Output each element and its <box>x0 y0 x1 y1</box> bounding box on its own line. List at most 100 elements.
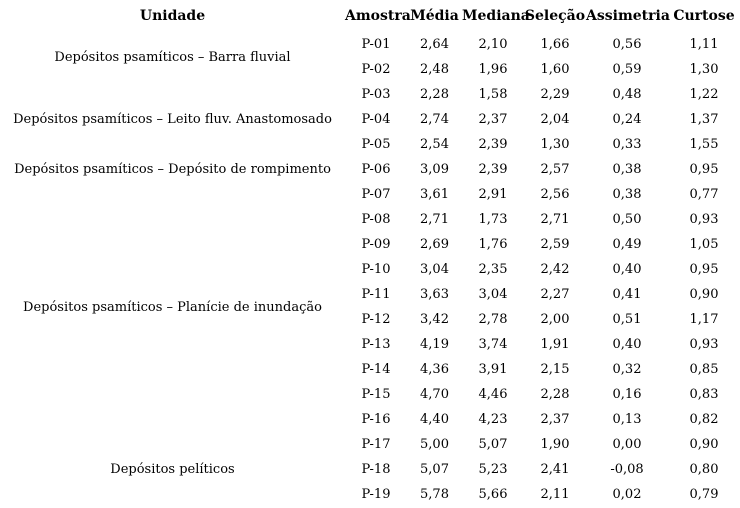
curtose-cell: 0,90 <box>689 287 719 302</box>
curtose-cell: 1,11 <box>689 37 719 52</box>
assimetria-cell: 0,56 <box>612 37 642 52</box>
selecao-cell: 1,90 <box>540 437 570 452</box>
assimetria-cell: 0,38 <box>612 187 642 202</box>
assimetria-cell: 0,24 <box>612 112 642 127</box>
mediana-cell: 2,39 <box>478 162 508 177</box>
mediana-cell: 5,07 <box>478 437 508 452</box>
assimetria-cell: 0,40 <box>612 337 642 352</box>
media-cell: 5,07 <box>420 462 449 477</box>
selecao-cell: 2,11 <box>540 487 570 502</box>
mediana-cell: 2,37 <box>478 112 508 127</box>
sample-cell: P-13 <box>361 337 391 352</box>
sample-cell: P-08 <box>361 212 391 227</box>
sample-cell: P-14 <box>361 362 391 377</box>
assimetria-cell: 0,32 <box>612 362 642 377</box>
mediana-cell: 3,91 <box>478 362 508 377</box>
selecao-cell: 2,37 <box>540 412 570 427</box>
table-row: P-14 4,36 3,91 2,15 0,32 0,85 <box>0 357 740 382</box>
sample-cell: P-16 <box>361 412 391 427</box>
mediana-cell: 5,23 <box>478 462 508 477</box>
curtose-cell: 0,93 <box>689 212 719 227</box>
mediana-cell: 2,91 <box>478 187 508 202</box>
sample-cell: P-12 <box>361 312 391 327</box>
col-header-media: Média <box>410 8 459 24</box>
table-row: P-08 2,71 1,73 2,71 0,50 0,93 <box>0 207 740 232</box>
mediana-cell: 3,74 <box>478 337 508 352</box>
sample-cell: P-06 <box>361 162 391 177</box>
mediana-cell: 4,23 <box>478 412 508 427</box>
col-header-assimetria: Assimetria <box>586 8 670 24</box>
assimetria-cell: 0,48 <box>612 87 642 102</box>
media-cell: 3,61 <box>420 187 449 202</box>
selecao-cell: 2,28 <box>540 387 570 402</box>
mediana-cell: 5,66 <box>478 487 508 502</box>
assimetria-cell: 0,50 <box>612 212 642 227</box>
curtose-cell: 1,17 <box>689 312 719 327</box>
mediana-cell: 1,58 <box>478 87 508 102</box>
selecao-cell: 2,00 <box>540 312 570 327</box>
curtose-cell: 0,85 <box>689 362 719 377</box>
mediana-cell: 1,96 <box>478 62 508 77</box>
selecao-cell: 2,29 <box>540 87 570 102</box>
curtose-cell: 0,77 <box>689 187 719 202</box>
table-row: P-04 2,74 2,37 2,04 0,24 1,37 <box>0 107 740 132</box>
mediana-cell: 3,04 <box>478 287 508 302</box>
table-row: Depósitos psamíticos – Barra fluvial P-01… <box>0 32 740 65</box>
media-cell: 4,70 <box>420 387 449 402</box>
curtose-cell: 1,05 <box>689 237 719 252</box>
table-row: P-10 3,04 2,35 2,42 0,40 0,95 <box>0 257 740 282</box>
table-body: Depósitos psamíticos – Barra fluvial P-01… <box>0 32 740 507</box>
sample-cell: P-18 <box>361 462 391 477</box>
assimetria-cell: 0,00 <box>612 437 642 452</box>
header-row: Unidade Amostra Média Mediana Seleção As… <box>0 0 740 32</box>
table-row: P-19 5,78 5,66 2,11 0,02 0,79 <box>0 482 740 507</box>
curtose-cell: 0,82 <box>689 412 719 427</box>
media-cell: 3,42 <box>420 312 449 327</box>
selecao-cell: 2,04 <box>540 112 570 127</box>
selecao-cell: 2,56 <box>540 187 570 202</box>
curtose-cell: 0,79 <box>689 487 719 502</box>
assimetria-cell: 0,51 <box>612 312 642 327</box>
assimetria-cell: 0,59 <box>612 62 642 77</box>
selecao-cell: 2,71 <box>540 212 570 227</box>
curtose-cell: 0,90 <box>689 437 719 452</box>
sample-cell: P-11 <box>361 287 391 302</box>
unit-group-label: Depósitos pelíticos <box>110 462 235 477</box>
sample-cell: P-01 <box>361 37 391 52</box>
assimetria-cell: 0,40 <box>612 262 642 277</box>
table-row: Depósitos psamíticos – Depósito de rompi… <box>0 157 740 182</box>
media-cell: 5,78 <box>420 487 449 502</box>
curtose-cell: 1,37 <box>689 112 719 127</box>
media-cell: 2,48 <box>420 62 449 77</box>
assimetria-cell: 0,49 <box>612 237 642 252</box>
curtose-cell: 0,93 <box>689 337 719 352</box>
table-row: P-13 4,19 3,74 1,91 0,40 0,93 <box>0 332 740 357</box>
assimetria-cell: 0,16 <box>612 387 642 402</box>
selecao-cell: 1,66 <box>540 37 570 52</box>
col-header-mediana: Mediana <box>462 8 530 24</box>
media-cell: 3,09 <box>420 162 449 177</box>
table-row: P-09 2,69 1,76 2,59 0,49 1,05 <box>0 232 740 257</box>
media-cell: 2,71 <box>420 212 449 227</box>
curtose-cell: 0,80 <box>689 462 719 477</box>
table-row: P-16 4,40 4,23 2,37 0,13 0,82 <box>0 407 740 432</box>
table-row: P-15 4,70 4,46 2,28 0,16 0,83 <box>0 382 740 407</box>
unit-group-label: Depósitos psamíticos – Planície de inund… <box>23 299 322 315</box>
table-row: Depósitos psamíticos – Planície de inund… <box>0 182 740 315</box>
sample-cell: P-09 <box>361 237 391 252</box>
selecao-cell: 1,91 <box>540 337 570 352</box>
mediana-cell: 2,39 <box>478 137 508 152</box>
curtose-cell: 0,95 <box>689 262 719 277</box>
media-cell: 4,36 <box>420 362 449 377</box>
sample-cell: P-19 <box>361 487 391 502</box>
sample-cell: P-10 <box>361 262 391 277</box>
mediana-cell: 2,10 <box>478 37 508 52</box>
assimetria-cell: 0,41 <box>612 287 642 302</box>
col-header-curtose: Curtose <box>673 8 735 24</box>
curtose-cell: 0,95 <box>689 162 719 177</box>
curtose-cell: 0,83 <box>689 387 719 402</box>
media-cell: 2,74 <box>420 112 449 127</box>
assimetria-cell: -0,08 <box>610 462 644 477</box>
sample-cell: P-04 <box>361 112 391 127</box>
table-row: P-12 3,42 2,78 2,00 0,51 1,17 <box>0 307 740 332</box>
